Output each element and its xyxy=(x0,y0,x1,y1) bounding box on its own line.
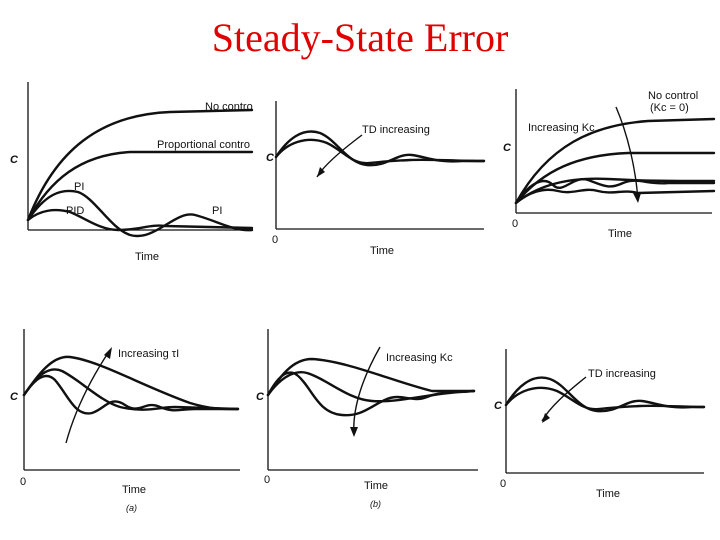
proportional-control-label: Proportional contro xyxy=(157,139,250,151)
no-control-label: No contro xyxy=(205,101,253,113)
response-curve-3 xyxy=(266,371,476,417)
td-increasing-label: TD increasing xyxy=(588,368,656,380)
response-curve-1 xyxy=(504,376,706,413)
c-axis-label: C xyxy=(10,391,19,403)
origin-label: 0 xyxy=(500,478,506,490)
response-curve-2 xyxy=(266,371,476,403)
kc-curve-1 xyxy=(514,151,716,205)
increasing-arrow xyxy=(541,376,587,422)
c-axis-label: C xyxy=(256,391,265,403)
arrow-head xyxy=(542,413,550,423)
caption-b: (b) xyxy=(370,499,381,509)
arrow-head xyxy=(104,347,112,359)
c-axis-label: C xyxy=(266,152,275,164)
derivative-top-plot: C TD increasing 0 Time xyxy=(266,101,486,257)
time-axis-label: Time xyxy=(608,228,632,240)
caption-a: (a) xyxy=(126,503,137,513)
kc-curve-3 xyxy=(514,178,716,205)
response-curve-3 xyxy=(22,374,240,415)
kc-curve-4 xyxy=(514,188,716,205)
kc-bottom-plot: C Increasing Kc 0 Time (b) xyxy=(256,329,478,509)
derivative-bottom-plot: C TD increasing 0 Time xyxy=(494,349,706,500)
c-axis-label: C xyxy=(10,154,19,166)
pi-right-label: PI xyxy=(212,205,222,217)
td-increasing-label: TD increasing xyxy=(362,124,430,136)
pid-label: PID xyxy=(66,205,84,217)
proportional-control-curve xyxy=(26,150,254,222)
response-curve-2 xyxy=(22,368,240,411)
c-axis-label: C xyxy=(494,400,503,412)
kc-zero-label: (Kc = 0) xyxy=(650,102,689,114)
increasing-taui-label: Increasing τI xyxy=(118,348,179,360)
time-axis-label: Time xyxy=(135,251,159,263)
c-axis-label: C xyxy=(503,142,512,154)
pi-label: PI xyxy=(74,181,84,193)
no-control-curve xyxy=(514,117,716,205)
time-axis-label: Time xyxy=(596,488,620,500)
origin-label: 0 xyxy=(512,218,518,230)
pi-curve xyxy=(26,189,254,238)
pid-curve xyxy=(26,208,254,232)
increasing-arrow xyxy=(65,349,111,444)
arrow-head xyxy=(633,193,641,203)
response-curve-2 xyxy=(504,386,706,411)
response-curve-2 xyxy=(274,138,486,165)
increasing-arrow xyxy=(615,106,639,202)
no-control-curve xyxy=(26,108,254,222)
time-axis-label: Time xyxy=(370,245,394,257)
arrow-head xyxy=(350,427,358,437)
increasing-kc-label: Increasing Kc xyxy=(528,122,595,134)
kc-top-plot: C No control (Kc = 0) Increasing Kc 0 Ti… xyxy=(503,89,716,240)
pid-comparison-plot: C No contro Proportional contro PI PID P… xyxy=(10,82,254,263)
arrow-head xyxy=(317,167,325,177)
increasing-kc-label: Increasing Kc xyxy=(386,352,453,364)
no-control-label: No control xyxy=(648,90,698,102)
origin-label: 0 xyxy=(264,474,270,486)
origin-label: 0 xyxy=(272,234,278,246)
increasing-arrow xyxy=(353,346,381,436)
kc-curve-2 xyxy=(514,177,716,205)
origin-label: 0 xyxy=(20,476,26,488)
time-axis-label: Time xyxy=(122,484,146,496)
time-axis-label: Time xyxy=(364,480,388,492)
integral-bottom-plot: C Increasing τI 0 Time (a) xyxy=(10,329,240,513)
response-curve-1 xyxy=(274,130,486,167)
slide-title: Steady-State Error xyxy=(211,15,509,60)
